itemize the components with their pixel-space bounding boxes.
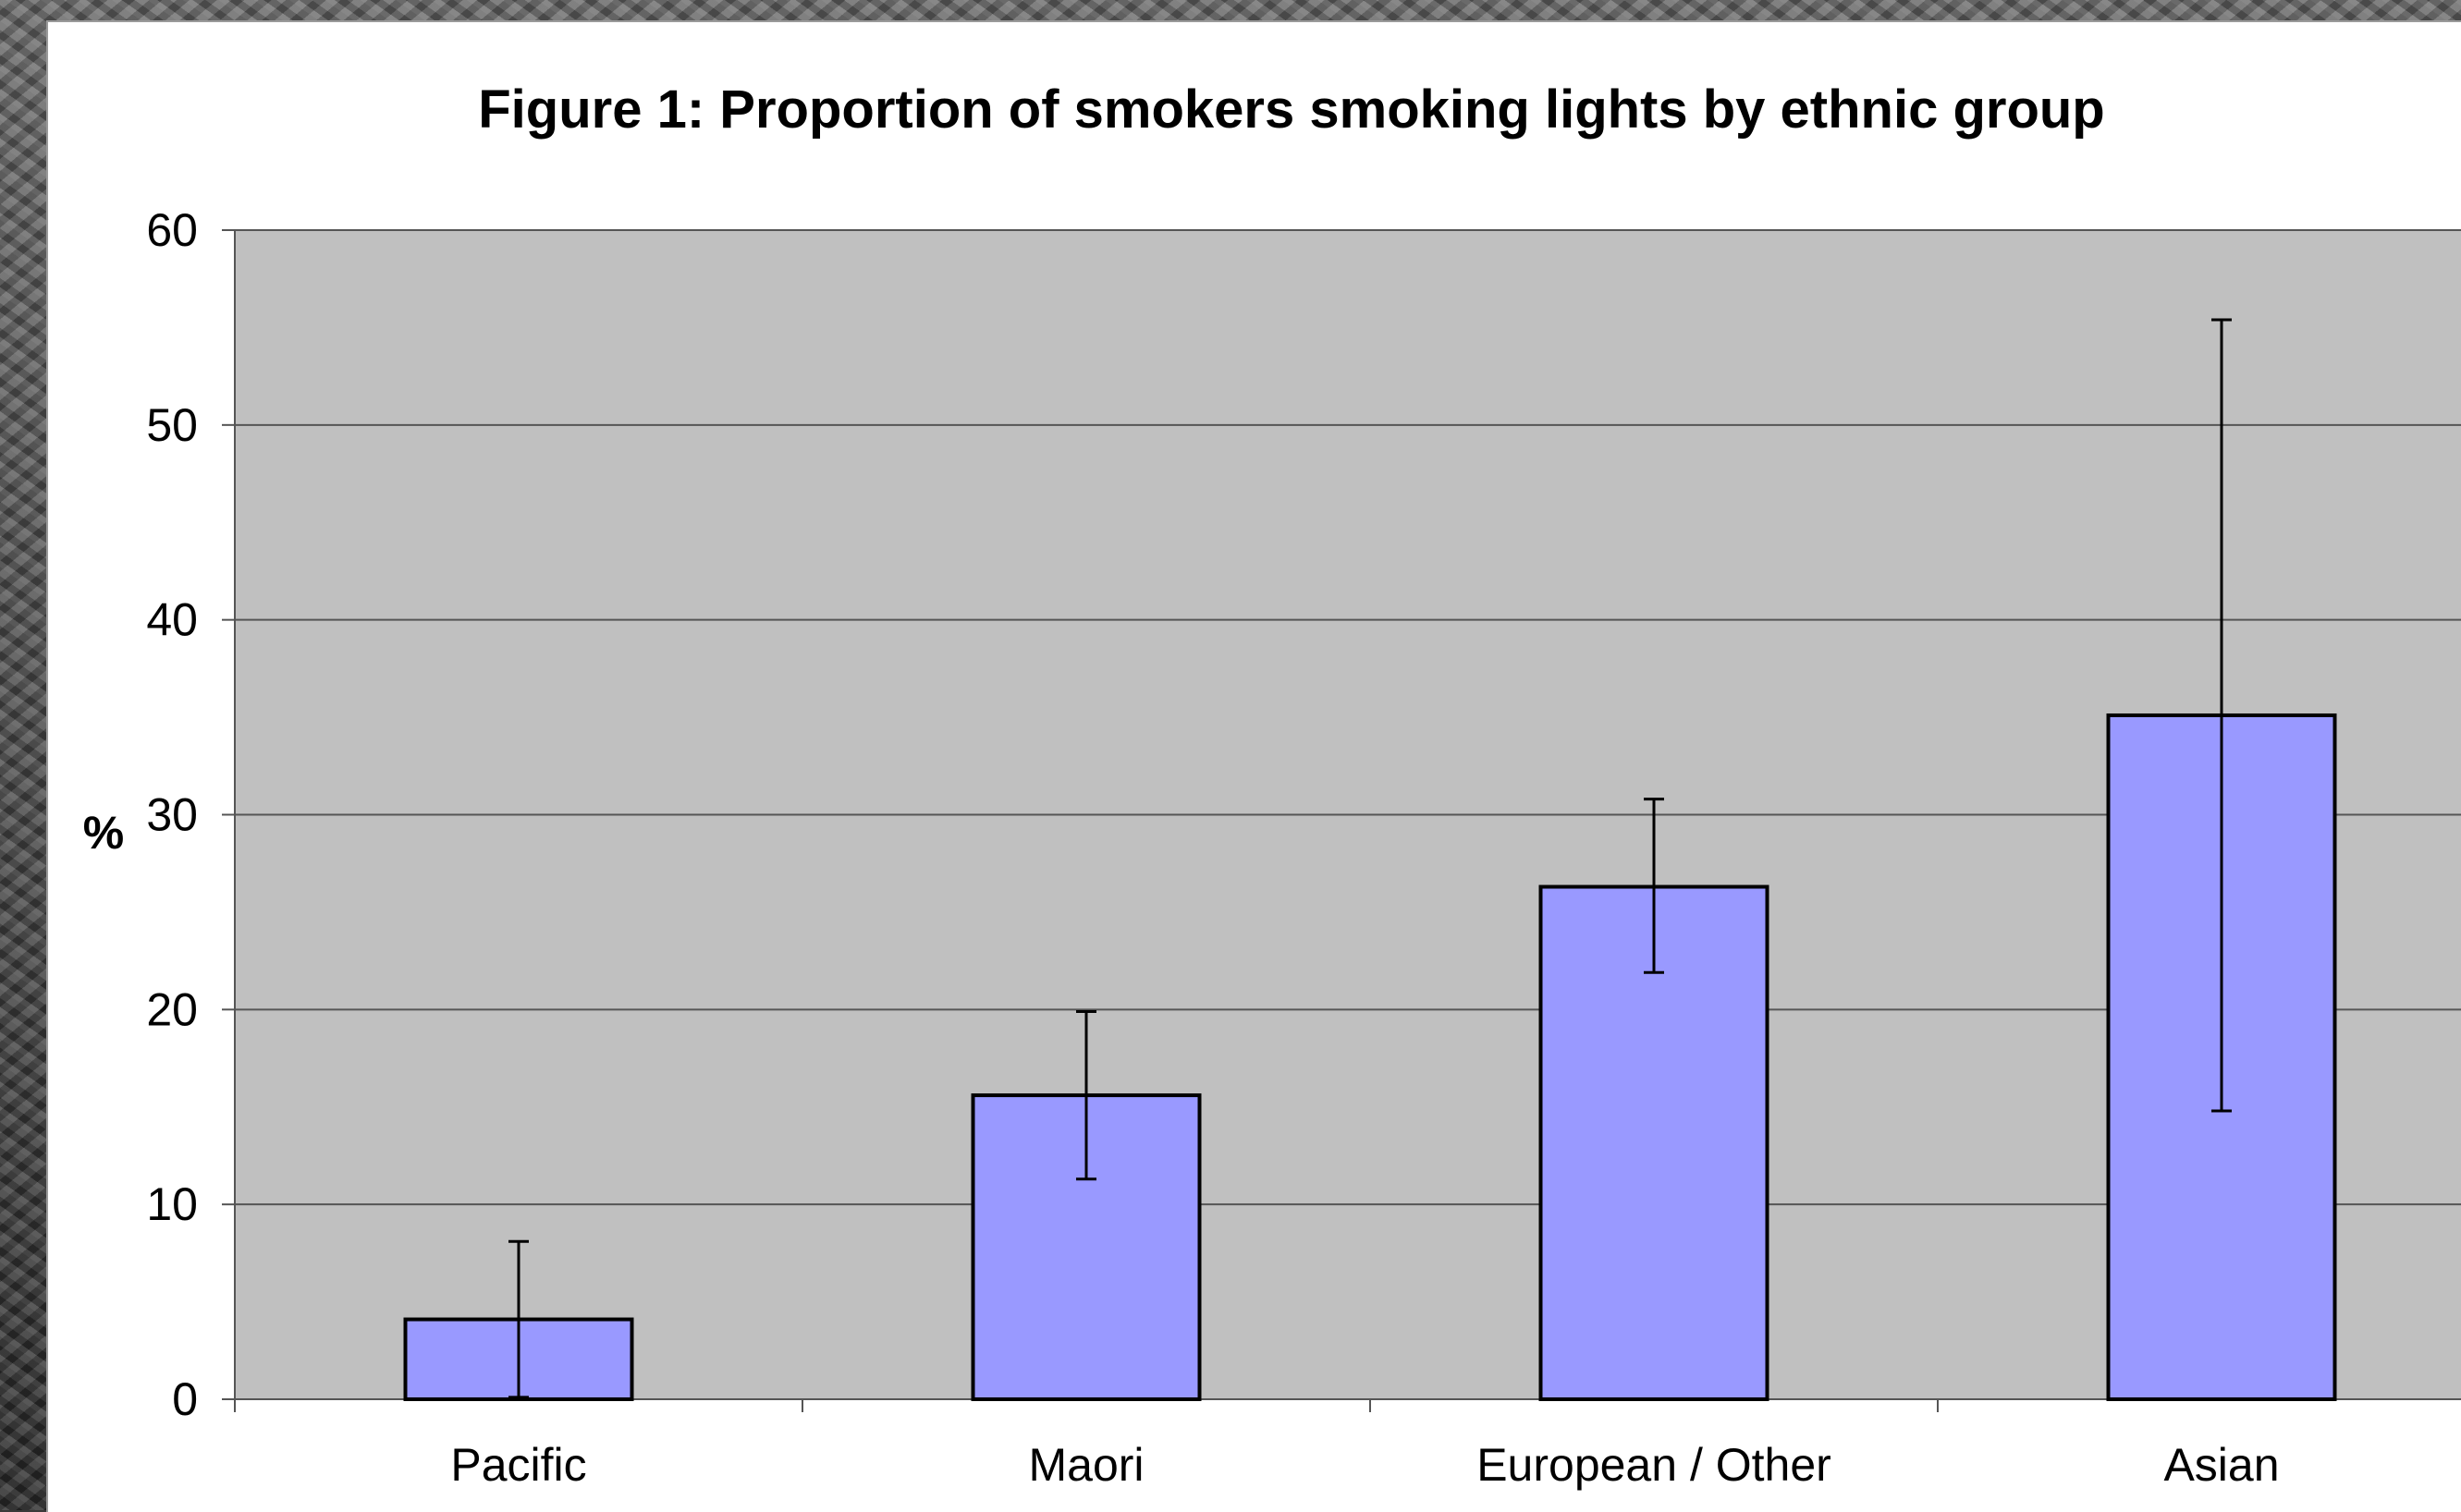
x-tick-label-3: Asian — [2163, 1439, 2279, 1491]
error-bar-3 — [2211, 318, 2232, 1113]
error-bar-0 — [508, 1239, 529, 1399]
y-tick-label-40: 40 — [146, 594, 198, 646]
y-tick-label-60: 60 — [146, 204, 198, 256]
chart-title: Figure 1: Proportion of smokers smoking … — [478, 79, 2104, 140]
chart-area: Figure 1: Proportion of smokers smoking … — [46, 20, 2461, 1512]
x-tick-label-2: European / Other — [1476, 1439, 1831, 1491]
error-bars — [508, 318, 2232, 1399]
gridlines — [235, 229, 2461, 1206]
error-bar-2 — [1644, 798, 1664, 974]
error-bar-1 — [1076, 1009, 1096, 1181]
y-tick-label-0: 0 — [172, 1373, 198, 1425]
y-tick-label-10: 10 — [146, 1178, 198, 1230]
x-tick-label-0: Pacific — [450, 1439, 586, 1491]
bar-chart: Figure 1: Proportion of smokers smoking … — [83, 79, 2461, 1491]
x-tick-label-1: Maori — [1028, 1439, 1144, 1491]
y-tick-label-30: 30 — [146, 789, 198, 841]
y-axis-label: % — [83, 807, 124, 859]
y-tick-label-50: 50 — [146, 399, 198, 451]
y-tick-label-20: 20 — [146, 983, 198, 1035]
tick-labels: 0 10 20 30 40 50 60 Pacific Maori European / Othe… — [146, 204, 2279, 1491]
